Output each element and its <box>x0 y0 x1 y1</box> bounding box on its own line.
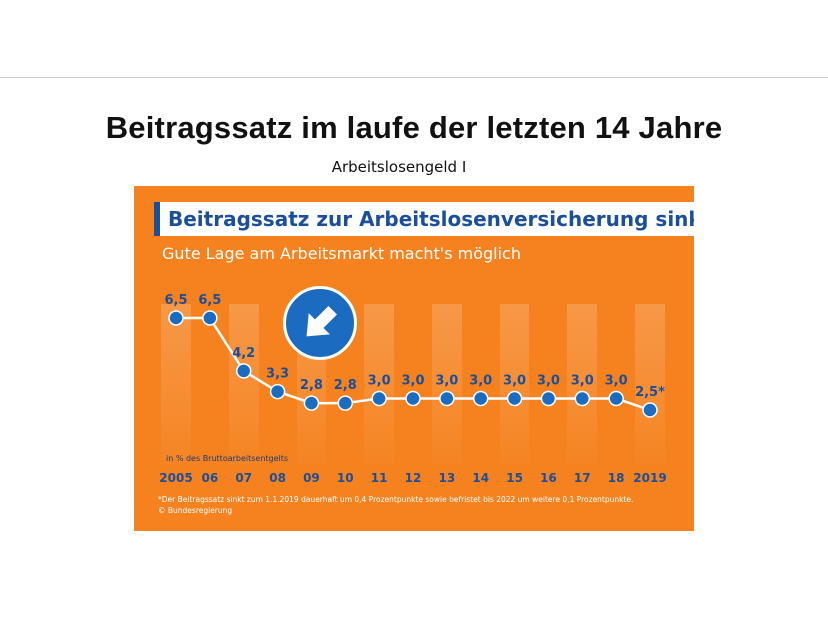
data-point <box>608 390 624 407</box>
data-point <box>269 383 286 400</box>
top-divider <box>0 77 828 78</box>
slide-subtitle: Arbeitslosengeld I <box>331 158 467 176</box>
x-tick-label: 09 <box>303 471 320 485</box>
data-point <box>168 310 184 326</box>
data-point <box>506 390 523 407</box>
data-label: 2,5* <box>635 385 665 400</box>
footnote: *Der Beitragssatz sinkt zum 1.1.2019 dau… <box>158 495 634 504</box>
column-stripe <box>567 304 598 464</box>
data-point <box>371 390 387 407</box>
data-point <box>337 395 354 411</box>
x-tick-label: 17 <box>574 471 591 485</box>
data-point <box>472 390 489 407</box>
data-label: 2,8 <box>334 378 357 393</box>
infographic-headline: Beitragssatz zur Arbeitslosenversicherun… <box>154 202 694 236</box>
data-label: 3,0 <box>571 374 594 389</box>
data-label: 4,2 <box>232 346 255 361</box>
data-point <box>642 402 658 418</box>
x-tick-label: 13 <box>439 471 456 485</box>
x-tick-label: 12 <box>405 471 422 485</box>
column-stripe <box>228 304 259 464</box>
data-label: 6,5 <box>164 293 187 308</box>
data-label: 2,8 <box>300 378 323 393</box>
x-tick-label: 11 <box>371 471 388 485</box>
x-tick-label: 16 <box>540 471 557 485</box>
data-point <box>405 390 421 407</box>
column-stripe <box>161 304 191 464</box>
data-point <box>235 363 252 379</box>
data-label: 3,0 <box>469 374 492 389</box>
data-label: 6,5 <box>198 293 221 308</box>
column-stripe <box>431 304 462 464</box>
infographic-panel: Beitragssatz zur Arbeitslosenversicherun… <box>134 186 694 531</box>
x-tick-label: 07 <box>235 471 252 485</box>
data-label: 3,0 <box>435 374 458 389</box>
x-tick-label: 10 <box>337 471 354 485</box>
line-chart: 6,5 2005 6,5 06 4,2 07 3,3 08 2,8 09 2,8 10 3,0 11 3,0… <box>159 293 666 485</box>
data-point <box>574 390 591 407</box>
data-label: 3,3 <box>266 367 289 382</box>
data-point <box>202 310 218 326</box>
data-point <box>540 390 557 407</box>
arrow-down-right-icon <box>283 286 357 360</box>
column-stripe <box>499 304 530 464</box>
slide-title: Beitragssatz im laufe der letzten 14 Jah… <box>105 110 723 145</box>
data-point <box>439 390 455 407</box>
data-label: 3,0 <box>605 374 628 389</box>
infographic-tagline: Gute Lage am Arbeitsmarkt macht's möglic… <box>162 244 521 263</box>
x-tick-label: 18 <box>608 471 625 485</box>
x-tick-label: 14 <box>472 471 489 485</box>
x-tick-label: 08 <box>269 471 286 485</box>
data-label: 3,0 <box>401 374 424 389</box>
unit-note: in % des Bruttoarbeitsentgelts <box>166 454 289 463</box>
x-tick-label: 2005 <box>159 471 192 485</box>
data-point <box>303 395 320 411</box>
credit: © Bundesregierung <box>158 506 233 515</box>
x-tick-label: 15 <box>506 471 523 485</box>
column-stripe <box>635 304 665 464</box>
x-tick-label: 2019 <box>633 471 666 485</box>
data-label: 3,0 <box>537 374 560 389</box>
data-label: 3,0 <box>368 374 391 389</box>
data-label: 3,0 <box>503 374 526 389</box>
x-tick-label: 06 <box>202 471 219 485</box>
column-stripe <box>364 304 395 464</box>
